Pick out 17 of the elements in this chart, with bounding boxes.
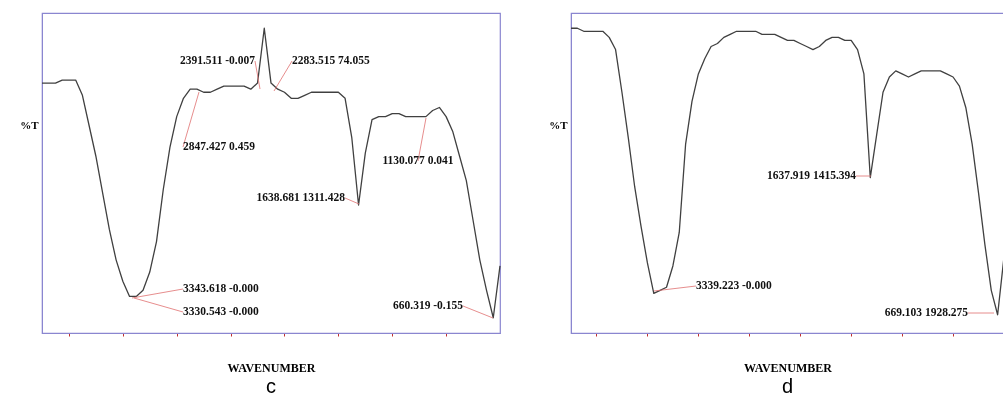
annotation: 3339.223 -0.000 xyxy=(696,279,772,291)
annotation: 1638.681 1311.428 xyxy=(256,191,346,203)
text: d xyxy=(781,375,794,397)
annotation: 2847.427 0.459 xyxy=(183,140,256,152)
annotation: 2283.515 74.055 xyxy=(292,54,370,66)
x-axis-title: WAVENUMBER xyxy=(227,360,316,375)
annotation: 3343.618 -0.000 xyxy=(183,282,259,294)
annotation: 3330.543 -0.000 xyxy=(183,305,259,317)
y-axis-title: %T xyxy=(20,118,40,131)
y-axis-title: %T xyxy=(549,118,569,131)
annotation: 669.103 1928.275 xyxy=(884,306,969,318)
annotation: 1130.077 0.041 xyxy=(382,154,454,166)
annotation: 2391.511 -0.007 xyxy=(179,54,256,66)
annotation: 1637.919 1415.394 xyxy=(766,169,857,181)
x-axis-title: WAVENUMBER xyxy=(744,360,833,375)
text: c xyxy=(266,375,276,397)
annotation: 660.319 -0.155 xyxy=(393,299,464,311)
